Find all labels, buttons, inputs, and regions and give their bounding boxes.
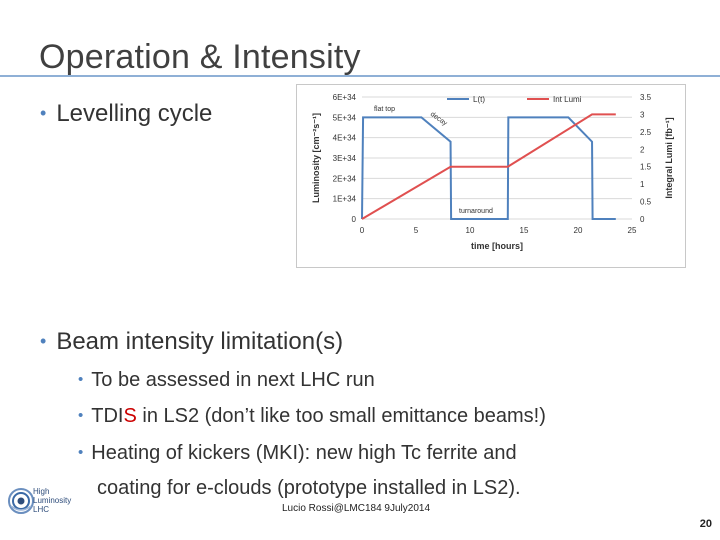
y-tick-label: 4E+34 [333,134,357,143]
bullet-levelling: • Levelling cycle [40,100,212,128]
annotation-flat-top: flat top [374,106,395,113]
y-axis-label: Luminosity [cm⁻²s⁻¹] [311,113,321,203]
sub-bullet-3: • Heating of kickers (MKI): new high Tc f… [78,442,517,465]
sub-bullet-1-text: To be assessed in next LHC run [91,369,375,391]
y2-tick-label: 0.5 [640,198,652,207]
y2-tick-label: 1 [640,180,645,189]
y2-tick-label: 1.5 [640,163,652,172]
legend-label: L(t) [473,95,485,104]
y2-tick-label: 3.5 [640,93,652,102]
x-tick-label: 10 [466,226,475,235]
annotation-turnaround: turnaround [459,208,493,215]
chart-svg: 0 1E+34 2E+34 3E+34 4E+34 5E+34 6E+34 0 0.5 1 1.5 2… [311,93,674,251]
bullet-intensity: • Beam intensity limitation(s) [40,328,343,356]
y2-tick-label: 2.5 [640,128,652,137]
x-tick-label: 25 [628,226,637,235]
sub-bullet-2-text-c: in LS2 (don’t like too small emittance b… [136,405,546,427]
bullet-dot-icon: • [40,331,47,351]
y2-tick-label: 2 [640,145,645,154]
bullet-intensity-text: Beam intensity limitation(s) [56,328,344,355]
x-tick-label: 5 [414,226,419,235]
series-luminosity-line [361,116,616,220]
logo-text-line2: Luminosity [33,496,72,505]
footer-credit: Lucio Rossi@LMC184 9July2014 [282,503,431,514]
sub-bullet-2: • TDIS in LS2 (don’t like too small emitt… [78,405,546,428]
y-tick-label: 5E+34 [333,113,357,122]
logo-text: High Luminosity LHC [33,487,71,514]
sub-bullet-dot-icon: • [78,371,84,388]
bullet-dot-icon: • [40,103,47,123]
series-int-lumi-line [361,113,616,220]
x-tick-label: 20 [574,226,583,235]
sub-bullet-dot-icon: • [78,444,84,461]
y-tick-label: 3E+34 [333,154,357,163]
bullet-levelling-text: Levelling cycle [56,100,213,127]
x-tick-label: 0 [360,226,365,235]
sub-bullet-3-text-line2: coating for e-clouds (prototype installe… [97,477,521,499]
y2-axis-label: Integral Lumi [fb⁻¹] [664,117,674,198]
sub-bullet-3-text-line1: Heating of kickers (MKI): new high Tc fe… [91,442,517,464]
y2-tick-label: 0 [640,215,645,224]
y2-tick-label: 3 [640,110,645,119]
sub-bullet-2-text-a: TDI [91,405,124,427]
title-divider [0,75,720,77]
y-tick-label: 2E+34 [333,174,357,183]
hl-lhc-logo-icon [8,488,34,514]
logo-text-line3: LHC [33,505,50,514]
slide-title: Operation & Intensity [39,38,361,76]
y-tick-label: 0 [352,215,357,224]
sub-bullet-3-line2: coating for e-clouds (prototype installe… [97,477,521,500]
legend-label: Int Lumi [553,95,582,104]
y-tick-label: 1E+34 [333,195,357,204]
x-axis-label: time [hours] [471,241,523,251]
y-tick-label: 6E+34 [333,93,357,102]
sub-bullet-2-highlight: S [123,405,137,427]
x-tick-label: 15 [520,226,529,235]
page-number: 20 [699,518,712,530]
logo-text-line1: High [33,487,50,496]
levelling-chart: 0 1E+34 2E+34 3E+34 4E+34 5E+34 6E+34 0 0.5 1 1.5 2… [296,84,686,268]
sub-bullet-1: • To be assessed in next LHC run [78,369,375,392]
sub-bullet-dot-icon: • [78,407,84,424]
